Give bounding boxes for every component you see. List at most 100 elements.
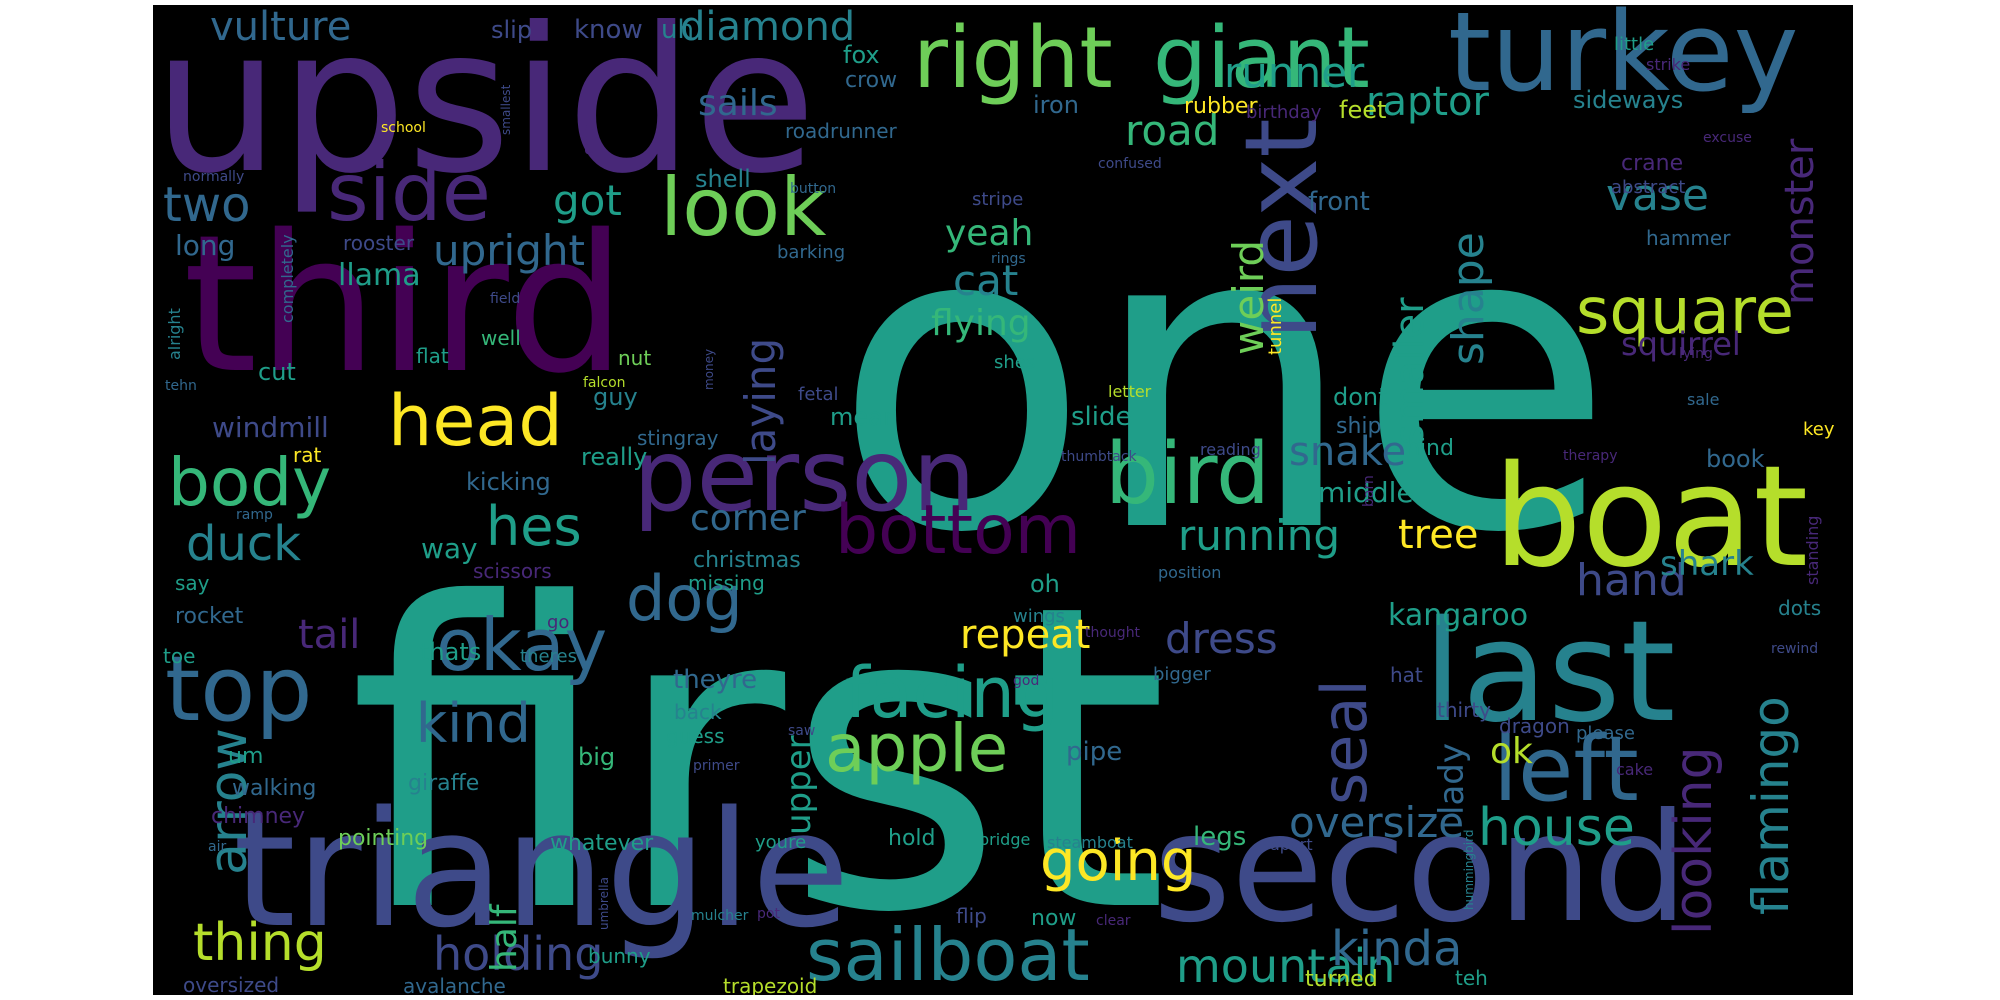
word-school: school bbox=[381, 120, 426, 136]
word-duck: duck bbox=[186, 516, 301, 572]
word-look: look bbox=[660, 161, 827, 254]
word-hand: hand bbox=[1576, 555, 1687, 606]
word-bottom: bottom bbox=[835, 491, 1081, 570]
word-back: back bbox=[674, 700, 722, 724]
word-shark: shark bbox=[1660, 544, 1754, 584]
word-whatever: whatever bbox=[550, 831, 654, 856]
word-windmill: windmill bbox=[212, 411, 329, 444]
word-standing: standing bbox=[1803, 516, 1822, 585]
word-top: top bbox=[165, 637, 312, 742]
word-now: now bbox=[1031, 906, 1076, 931]
word-next: next bbox=[1223, 118, 1340, 340]
word-falcon: falcon bbox=[583, 375, 626, 391]
word-middle: middle bbox=[1318, 476, 1414, 509]
word-dragon: dragon bbox=[1499, 714, 1570, 738]
word-guy: guy bbox=[593, 383, 638, 411]
word-crow: crow bbox=[845, 68, 897, 93]
word-third: third bbox=[183, 194, 626, 415]
word-therapy: therapy bbox=[1563, 448, 1617, 464]
word-vulture: vulture bbox=[210, 5, 351, 50]
word-well: well bbox=[481, 326, 521, 350]
word-last: last bbox=[1423, 591, 1676, 754]
word-one: one bbox=[833, 136, 1615, 625]
word-kind: kind bbox=[416, 692, 531, 755]
word-cut: cut bbox=[258, 358, 296, 386]
word-ramp: ramp bbox=[236, 507, 273, 523]
word-two: two bbox=[163, 177, 250, 233]
word-tunnel: tunnel bbox=[1265, 298, 1286, 355]
word-apart: apart bbox=[1270, 835, 1313, 854]
word-rewind: rewind bbox=[1771, 641, 1818, 657]
word-tail: tail bbox=[298, 612, 360, 658]
word-kangaroo: kangaroo bbox=[1388, 598, 1528, 633]
word-upper: upper bbox=[779, 735, 819, 835]
word-dots: dots bbox=[1778, 596, 1821, 620]
word-laying: laying bbox=[736, 338, 785, 465]
word-nut: nut bbox=[618, 346, 651, 370]
word-big: big bbox=[578, 743, 615, 771]
word-sailboat: sailboat bbox=[806, 913, 1090, 995]
word-llama: llama bbox=[338, 258, 421, 293]
word-apple: apple bbox=[825, 710, 1008, 787]
word-hold: hold bbox=[888, 826, 935, 851]
word-christmas: christmas bbox=[693, 548, 801, 573]
word-sails: sails bbox=[698, 83, 778, 124]
word-okay: okay bbox=[436, 603, 607, 687]
word-looking: looking bbox=[1664, 746, 1724, 935]
word-really: really bbox=[581, 443, 647, 471]
word-primer: primer bbox=[693, 758, 740, 774]
word-chimney: chimney bbox=[211, 804, 305, 829]
word-left: left bbox=[1493, 717, 1639, 822]
word-vase: vase bbox=[1606, 170, 1709, 221]
word-slip: slip bbox=[491, 16, 532, 44]
word-lying: lying bbox=[1679, 346, 1713, 362]
word-book: book bbox=[1706, 445, 1765, 473]
word-rat: rat bbox=[293, 443, 321, 467]
word-oversize: oversize bbox=[1289, 798, 1464, 847]
word-got: got bbox=[553, 176, 622, 225]
word-scissors: scissors bbox=[473, 559, 552, 583]
word-hummingbird: hummingbird bbox=[1462, 830, 1476, 910]
word-stingray: stingray bbox=[637, 426, 719, 450]
word-hes: hes bbox=[486, 495, 582, 558]
word-thumbtack: thumbtack bbox=[1061, 449, 1138, 465]
word-theres: theres bbox=[520, 646, 577, 667]
word-tehn: tehn bbox=[165, 378, 197, 394]
word-thats: thats bbox=[420, 638, 481, 666]
word-dress: dress bbox=[1165, 614, 1278, 663]
word-youre: youre bbox=[755, 832, 806, 853]
word-way: way bbox=[421, 532, 478, 565]
word-hammer: hammer bbox=[1646, 226, 1731, 250]
word-trapezoid: trapezoid bbox=[723, 974, 817, 995]
word-god: god bbox=[1013, 673, 1039, 689]
word-wings: wings bbox=[1013, 606, 1065, 627]
word-pot: pot bbox=[757, 906, 780, 922]
word-walking: walking bbox=[232, 776, 316, 801]
word-rocket: rocket bbox=[175, 604, 244, 629]
word-monster: monster bbox=[1777, 138, 1823, 305]
word-strike: strike bbox=[1646, 55, 1690, 74]
word-know: know bbox=[574, 15, 643, 45]
word-uh: uh bbox=[661, 15, 694, 45]
word-bunny: bunny bbox=[588, 944, 651, 968]
word-air: air bbox=[208, 839, 226, 855]
word-confused: confused bbox=[1098, 156, 1162, 172]
word-field: field bbox=[490, 291, 520, 307]
word-cat: cat bbox=[953, 256, 1018, 305]
word-slide: slide bbox=[1071, 402, 1132, 432]
word-abstract: abstract bbox=[1611, 177, 1685, 198]
word-flying: flying bbox=[931, 303, 1031, 344]
word-money: money bbox=[702, 349, 716, 390]
word-steamboat: steamboat bbox=[1047, 833, 1133, 852]
word-flat: flat bbox=[416, 344, 449, 368]
word-legs: legs bbox=[1193, 822, 1246, 852]
word-bridge: bridge bbox=[979, 830, 1030, 849]
word-right: right bbox=[913, 9, 1113, 108]
word-reading: reading bbox=[1200, 440, 1261, 459]
word-excuse: excuse bbox=[1703, 130, 1752, 146]
word-little: little bbox=[1614, 34, 1654, 55]
word-front: front bbox=[1308, 187, 1370, 217]
word-theyre: theyre bbox=[673, 665, 757, 695]
word-rubber: rubber bbox=[1184, 94, 1258, 119]
word-feet: feet bbox=[1339, 96, 1386, 124]
